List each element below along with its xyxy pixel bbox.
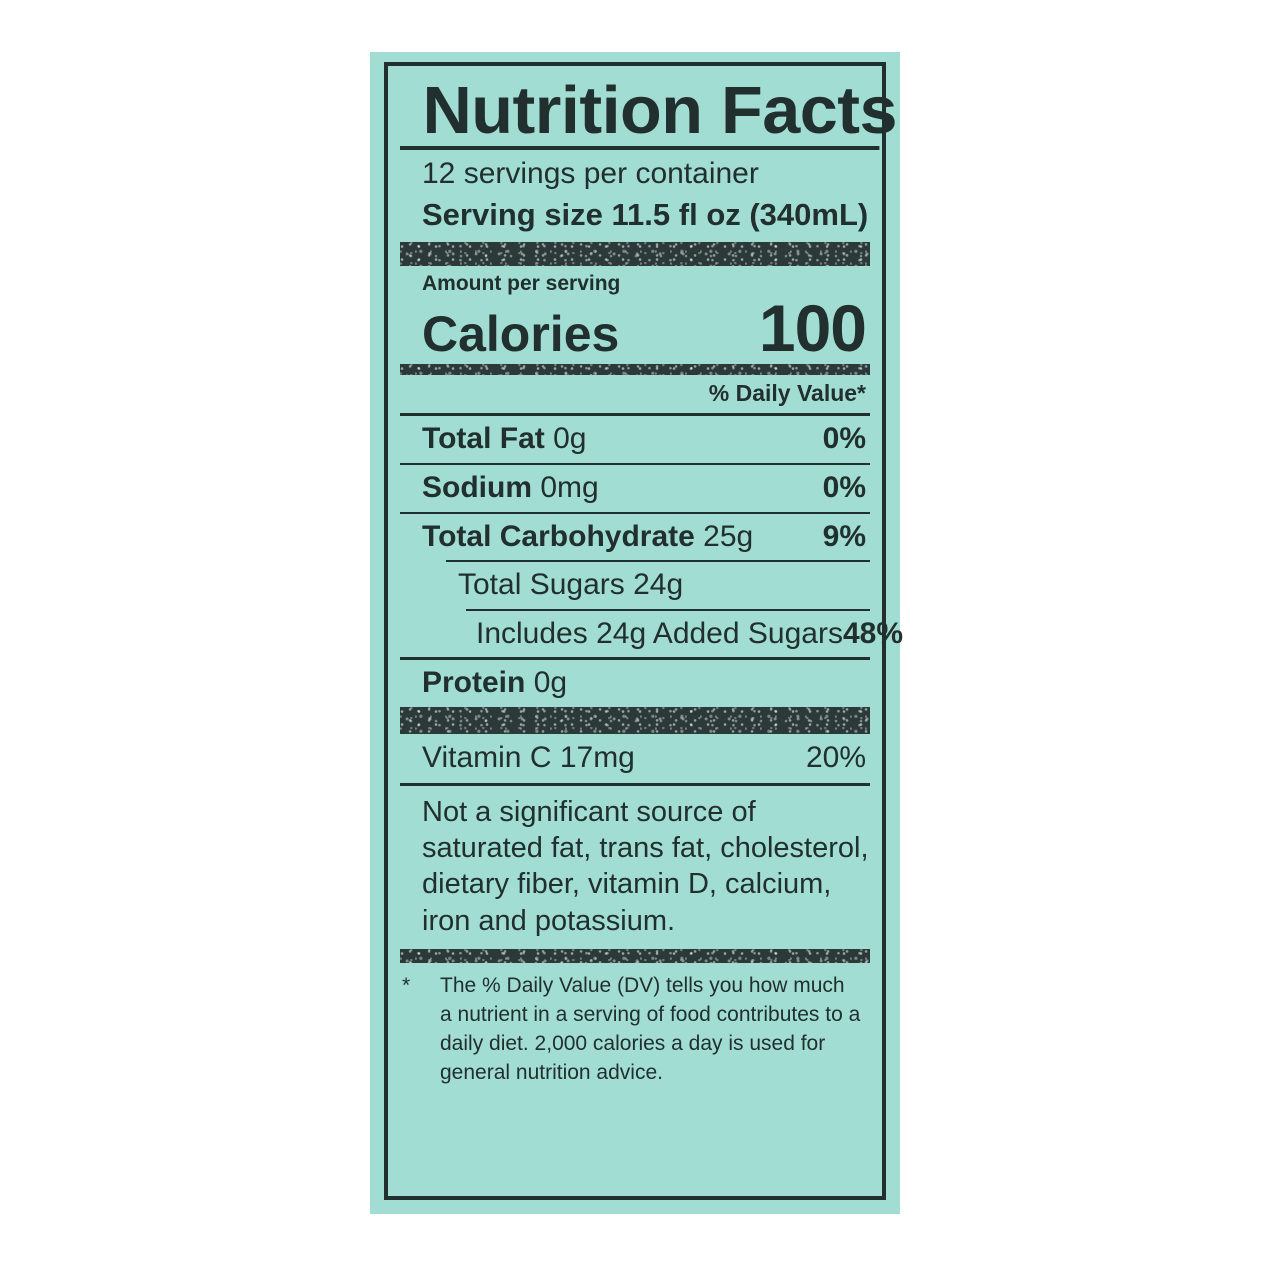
rule-above-total-carbohydrate <box>400 511 870 514</box>
nutrient-amount: 25g <box>703 519 754 553</box>
nutrient-amount: 0mg <box>540 471 599 505</box>
daily-value-header: % Daily Value* <box>708 380 866 407</box>
table-row-total-fat: Total Fat 0g 0% <box>400 416 870 463</box>
calories-value: 100 <box>758 290 867 365</box>
rule-above-sodium <box>400 463 870 466</box>
serving-size: Serving size 11.5 fl oz (340mL) <box>422 196 869 232</box>
table-row-total-carbohydrate: Total Carbohydrate 25g 9% <box>400 514 870 561</box>
divider-bar-thick-vitamins <box>400 706 870 734</box>
not-significant-source-text: Not a significant source of saturated fa… <box>422 795 869 937</box>
nutrient-percent-total-carbohydrate: 9% <box>822 519 866 553</box>
table-row-total-sugars: Total Sugars 24g <box>400 562 870 609</box>
table-row-vitamin-c: Vitamin C 17mg 20% <box>400 734 870 783</box>
nutrient-name-added-sugars: Includes 24g Added Sugars <box>476 616 843 650</box>
nutrient-name-protein: Protein 0g <box>422 666 567 700</box>
amount-per-serving-label: Amount per serving <box>422 271 621 295</box>
nutrient-percent-sodium: 0% <box>822 471 866 505</box>
rule-above-total-sugars <box>446 560 870 563</box>
nutrient-name-total-sugars: Total Sugars 24g <box>458 568 684 602</box>
table-row-sodium: Sodium 0mg 0% <box>400 465 870 512</box>
nutrition-facts-box: Nutrition Facts 12 servings per containe… <box>384 62 903 1200</box>
vitamin-percent-vitamin-c: 20% <box>805 740 866 774</box>
nutrient-amount: 0g <box>553 422 587 456</box>
nutrient-label-bold: Protein <box>422 666 526 700</box>
divider-bar-medium-calories <box>400 364 870 376</box>
table-row-protein: Protein 0g <box>400 660 870 707</box>
rule-above-protein <box>400 657 870 661</box>
nutrient-name-total-fat: Total Fat 0g <box>422 422 587 456</box>
rule-above-not-significant <box>400 782 870 786</box>
calories-label: Calories <box>422 306 620 363</box>
nutrient-label-bold: Total Fat <box>422 422 545 456</box>
nutrient-percent-total-fat: 0% <box>822 422 866 456</box>
footnote-asterisk: * <box>402 973 411 997</box>
nutrient-percent-added-sugars: 48% <box>842 616 903 650</box>
nutrient-amount: 0g <box>533 666 568 700</box>
nutrition-facts-title: Nutrition Facts <box>400 66 897 150</box>
servings-per-container: 12 servings per container <box>422 156 759 190</box>
divider-bar-thick-top <box>400 241 870 266</box>
table-row-added-sugars: Includes 24g Added Sugars 48% <box>400 611 903 658</box>
daily-value-footnote: * The % Daily Value (DV) tells you how m… <box>400 963 870 1088</box>
nutrient-label-bold: Sodium <box>422 471 532 505</box>
vitamin-name-vitamin-c: Vitamin C 17mg <box>422 740 635 774</box>
footnote-text: The % Daily Value (DV) tells you how muc… <box>440 973 861 1084</box>
divider-bar-footnote <box>400 948 870 963</box>
nutrient-label-bold: Total Carbohydrate <box>422 519 695 553</box>
calories-row: Calories 100 <box>400 290 870 365</box>
carton-panel: Nutrition Facts 12 servings per containe… <box>370 52 903 1214</box>
rule-above-total-fat <box>400 413 870 417</box>
rule-above-added-sugars <box>466 608 870 611</box>
nutrient-name-total-carbohydrate: Total Carbohydrate 25g <box>422 520 753 554</box>
nutrient-name-sodium: Sodium 0mg <box>422 471 599 505</box>
